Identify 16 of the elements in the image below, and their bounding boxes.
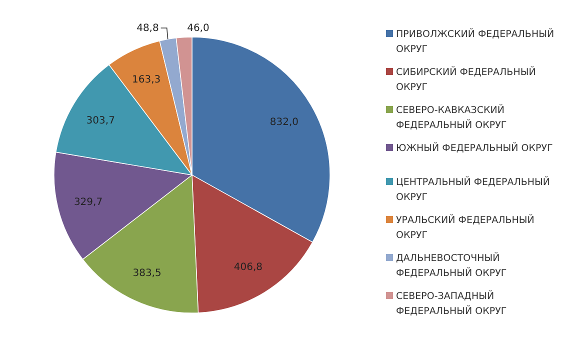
data-label: 46,0 [187, 23, 210, 34]
legend-label: СЕВЕРО-ЗАПАДНЫЙ ФЕДЕРАЛЬНЫЙ ОКРУГ [396, 290, 507, 317]
legend-label: ДАЛЬНЕВОСТОЧНЫЙ ФЕДЕРАЛЬНЫЙ ОКРУГ [396, 252, 507, 279]
legend-label: ПРИВОЛЖСКИЙ ФЕДЕРАЛЬНЫЙ ОКРУГ [396, 28, 554, 55]
data-label: 832,0 [270, 116, 299, 128]
data-label: 163,3 [132, 74, 161, 86]
legend-label: УРАЛЬСКИЙ ФЕДЕРАЛЬНЫЙ ОКРУГ [396, 214, 534, 241]
data-label: 329,7 [74, 196, 103, 208]
data-label: 48,8 [136, 23, 159, 34]
legend-label: СЕВЕРО-КАВКАЗСКИЙ ФЕДЕРАЛЬНЫЙ ОКРУГ [396, 104, 507, 131]
data-label: 303,7 [86, 115, 115, 126]
legend-label: ЮЖНЫЙ ФЕДЕРАЛЬНЫЙ ОКРУГ [396, 142, 554, 154]
data-label: 383,5 [132, 268, 162, 280]
legend-label: ЦЕНТРАЛЬНЫЙ ФЕДЕРАЛЬНЫЙ ОКРУГ [396, 176, 550, 203]
legend-label: СИБИРСКИЙ ФЕДЕРАЛЬНЫЙ ОКРУГ [396, 66, 536, 93]
data-label: 406,8 [234, 262, 263, 273]
